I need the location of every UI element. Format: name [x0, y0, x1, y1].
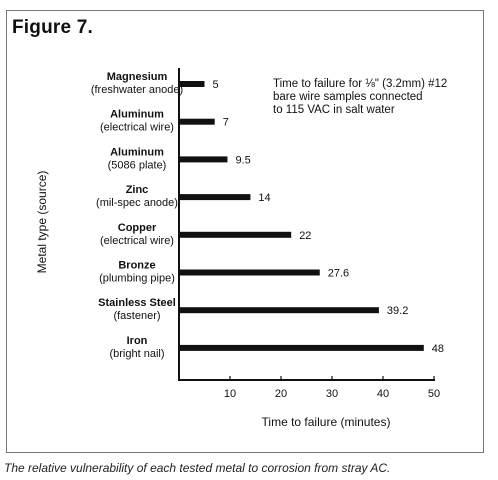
- category-label-name: Aluminum: [110, 146, 164, 158]
- x-tick-label: 30: [326, 388, 338, 400]
- category-label-source: (mil-spec anode): [96, 197, 178, 209]
- chart-annotation: Time to failure for ⅛" (3.2mm) #12 bare …: [273, 78, 473, 117]
- bar-value-label: 9.5: [235, 154, 250, 166]
- bar-value-label: 14: [258, 192, 270, 204]
- y-axis-title: Metal type (source): [35, 171, 49, 274]
- bar-value-label: 5: [213, 79, 219, 91]
- category-label-name: Magnesium: [107, 71, 168, 83]
- figure-caption: The relative vulnerability of each teste…: [4, 461, 391, 475]
- category-label-name: Stainless Steel: [98, 297, 176, 309]
- annotation-line-2: bare wire samples connected: [273, 91, 423, 103]
- bar: [179, 156, 228, 163]
- category-label-name: Bronze: [118, 260, 155, 272]
- bar-value-label: 39.2: [387, 305, 408, 317]
- bar-value-label: 7: [223, 117, 229, 129]
- bar: [179, 118, 215, 125]
- figure-title: Figure 7.: [12, 17, 93, 38]
- category-label-source: (electrical wire): [100, 235, 174, 247]
- category-label-source: (fastener): [113, 310, 160, 322]
- category-label-source: (bright nail): [109, 348, 164, 360]
- bar-value-label: 48: [432, 343, 444, 355]
- x-tick-label: 50: [428, 388, 440, 400]
- x-axis-title: Time to failure (minutes): [262, 415, 391, 429]
- bar-value-label: 27.6: [328, 268, 349, 280]
- bar: [179, 269, 320, 276]
- bar: [179, 344, 424, 351]
- bar: [179, 194, 251, 201]
- category-label-source: (5086 plate): [108, 159, 167, 171]
- x-tick-label: 40: [377, 388, 389, 400]
- category-label-name: Copper: [118, 222, 157, 234]
- category-label-name: Iron: [127, 335, 148, 347]
- bar: [179, 307, 379, 314]
- category-label-source: (freshwater anode): [91, 84, 183, 96]
- bar-value-label: 22: [299, 230, 311, 242]
- category-label-source: (electrical wire): [100, 122, 174, 134]
- category-label-name: Aluminum: [110, 109, 164, 121]
- bar: [179, 81, 205, 87]
- category-label-source: (plumbing pipe): [99, 273, 175, 285]
- x-tick-label: 20: [275, 388, 287, 400]
- x-tick-label: 10: [224, 388, 236, 400]
- annotation-line-1: Time to failure for ⅛" (3.2mm) #12: [273, 78, 448, 90]
- bar: [179, 231, 292, 238]
- annotation-line-3: to 115 VAC in salt water: [273, 104, 395, 116]
- category-label-name: Zinc: [126, 184, 149, 196]
